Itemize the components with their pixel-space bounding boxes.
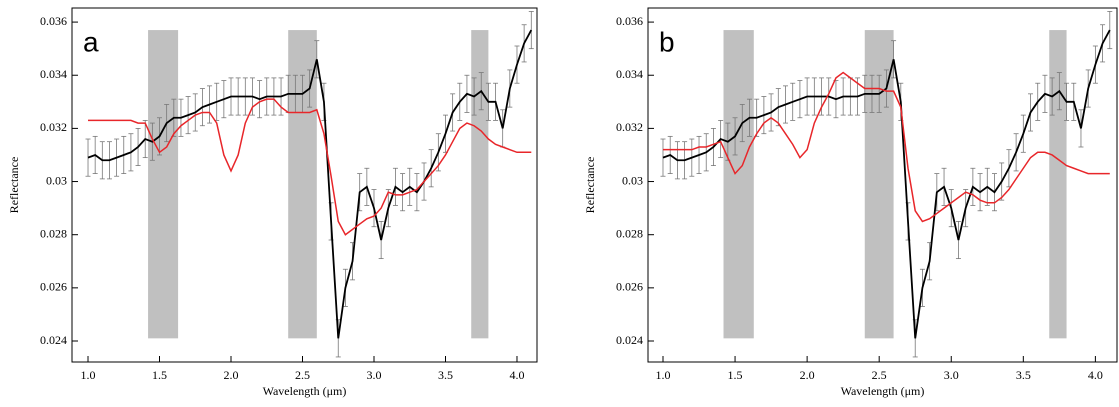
y-tick-label: 0.024 <box>616 333 643 347</box>
x-tick-label: 4.0 <box>1088 368 1103 382</box>
shaded-region <box>1049 30 1067 339</box>
x-tick-label: 2.5 <box>872 368 887 382</box>
x-tick-label: 1.0 <box>655 368 670 382</box>
x-axis-label: Wavelength (μm) <box>263 384 347 398</box>
x-tick-label: 2.0 <box>224 368 239 382</box>
x-tick-label: 3.0 <box>366 368 381 382</box>
x-tick-label: 4.0 <box>509 368 524 382</box>
x-tick-label: 3.0 <box>944 368 959 382</box>
y-tick-label: 0.028 <box>40 226 67 240</box>
shaded-region <box>148 30 179 339</box>
x-tick-label: 2.0 <box>800 368 815 382</box>
x-tick-label: 1.5 <box>152 368 167 382</box>
shaded-region <box>471 30 489 339</box>
y-tick-label: 0.028 <box>616 226 643 240</box>
plot-frame <box>647 7 1118 363</box>
data-line <box>87 29 533 339</box>
x-tick-label: 3.5 <box>1016 368 1031 382</box>
panel-label: b <box>659 26 675 57</box>
y-tick-label: 0.036 <box>40 14 67 28</box>
y-tick-label: 0.036 <box>616 14 643 28</box>
y-tick-label: 0.032 <box>40 120 67 134</box>
data-line <box>662 29 1111 339</box>
data-line <box>88 98 532 236</box>
y-tick-label: 0.03 <box>622 173 643 187</box>
x-axis-label: Wavelength (μm) <box>841 384 925 398</box>
y-tick-label: 0.026 <box>616 280 643 294</box>
shaded-region <box>723 30 754 339</box>
y-tick-label: 0.026 <box>40 280 67 294</box>
x-tick-label: 2.5 <box>295 368 310 382</box>
y-axis-label: Reflectance <box>583 157 597 214</box>
error-bar <box>528 11 534 50</box>
y-tick-label: 0.024 <box>40 333 67 347</box>
y-tick-label: 0.032 <box>616 120 643 134</box>
x-tick-label: 3.5 <box>438 368 453 382</box>
data-line <box>662 71 1110 223</box>
plot-frame <box>71 7 538 363</box>
error-bar <box>1107 11 1113 50</box>
y-tick-label: 0.034 <box>616 67 643 81</box>
y-axis-label: Reflectance <box>7 157 21 214</box>
x-tick-label: 1.5 <box>728 368 743 382</box>
x-tick-label: 1.0 <box>81 368 96 382</box>
y-tick-label: 0.03 <box>46 173 67 187</box>
panel-label: a <box>83 26 99 57</box>
y-tick-label: 0.034 <box>40 67 67 81</box>
